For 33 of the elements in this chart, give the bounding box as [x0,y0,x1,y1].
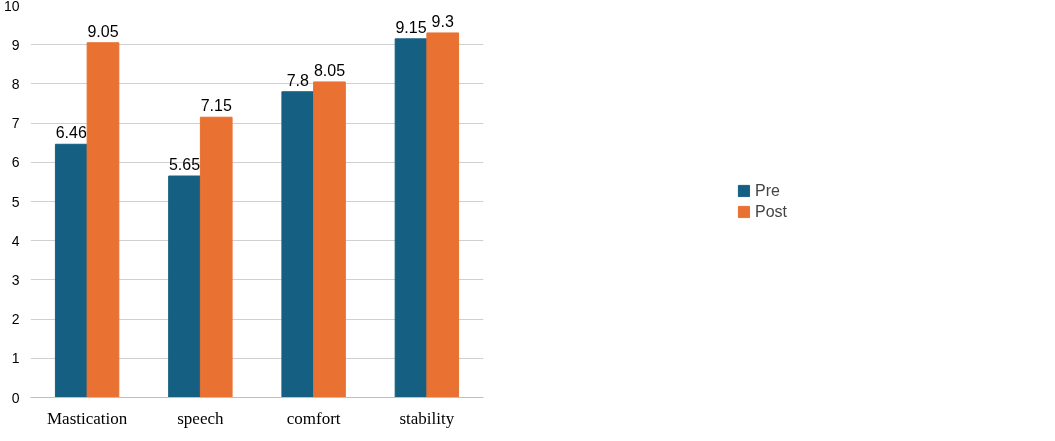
y-tick-label: 10 [3,0,20,14]
bar [54,143,88,398]
bar [426,32,460,398]
y-tick-label: 0 [11,389,20,406]
data-label: 9.05 [87,22,119,40]
bar [394,38,428,398]
y-tick-label: 6 [11,154,20,171]
legend-label: Pre [754,181,780,200]
y-tick-label: 7 [11,115,20,132]
x-tick-label: Mastication [46,408,128,428]
data-label: 8.05 [313,61,346,79]
bar [199,116,233,398]
data-label: 9.15 [395,18,427,36]
y-tick-label: 8 [11,75,20,92]
data-label: 7.15 [200,97,232,115]
x-tick-label: stability [399,408,455,428]
y-tick-label: 4 [11,232,20,249]
legend-label: Post [754,202,788,221]
data-label: 9.3 [431,12,454,30]
y-tick-label: 9 [11,36,20,53]
data-label: 5.65 [168,156,201,174]
y-tick-label: 1 [11,350,20,367]
y-tick-label: 3 [11,271,20,288]
bar [313,81,346,398]
x-tick-label: speech [177,408,224,428]
bar [86,42,120,398]
x-tick-label: comfort [286,408,341,428]
bar [281,91,315,398]
data-label: 7.8 [286,71,309,89]
bar [168,175,201,398]
y-tick-label: 5 [11,193,20,210]
y-tick-label: 2 [11,311,20,328]
data-label: 6.46 [55,124,87,142]
